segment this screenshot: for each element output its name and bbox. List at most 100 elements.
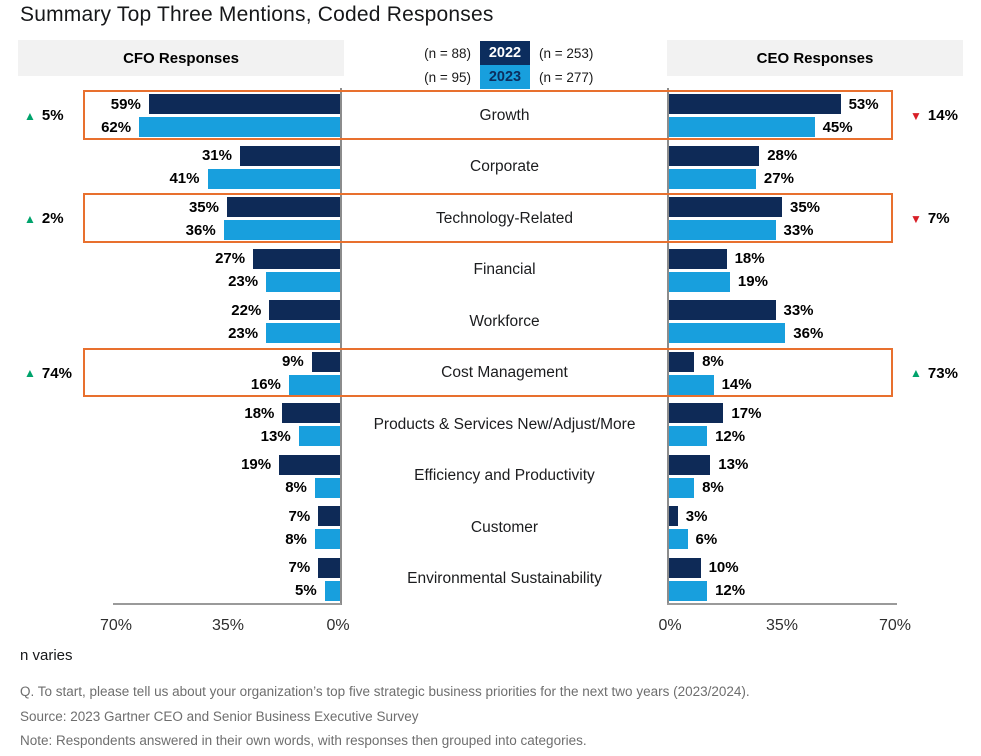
legend-row-2022: (n = 88) 2022 (n = 253) xyxy=(409,41,601,65)
bar-value-label: 28% xyxy=(767,147,798,164)
cfo-bar-2023: 41% xyxy=(169,168,341,189)
bar-2023 xyxy=(668,271,730,292)
cfo-bar-2022: 7% xyxy=(289,506,341,526)
chart-rows: ▲ 5% 59% 62% Growth 53% 45% ▼ 14% 31% 41% Corporate… xyxy=(0,90,981,605)
page-title: Summary Top Three Mentions, Coded Respon… xyxy=(20,3,494,26)
bar-value-label: 8% xyxy=(285,479,307,496)
chart-row: 31% 41% Corporate 28% 27% xyxy=(0,142,981,194)
ceo-bars: 33% 36% xyxy=(668,296,896,348)
cfo-change-indicator: ▲ 5% xyxy=(0,90,83,142)
bar-2022 xyxy=(269,300,341,320)
down-arrow-icon: ▼ xyxy=(910,108,922,123)
ceo-axis-tick-0: 0% xyxy=(658,617,682,634)
bar-value-label: 16% xyxy=(250,376,281,393)
bar-value-label: 17% xyxy=(731,404,762,422)
ceo-bar-2022: 17% xyxy=(668,403,761,423)
bar-value-label: 59% xyxy=(110,95,141,113)
bar-2023 xyxy=(314,477,341,498)
cfo-responses-header: CFO Responses xyxy=(18,40,344,76)
bar-value-label: 9% xyxy=(282,353,304,370)
ceo-bar-2022: 35% xyxy=(668,197,820,217)
bar-value-label: 8% xyxy=(702,479,724,496)
cfo-bar-2023: 23% xyxy=(228,323,341,343)
bar-2023 xyxy=(223,220,341,240)
cfo-bars: 31% 41% xyxy=(83,142,341,194)
category-label: Environmental Sustainability xyxy=(407,570,602,588)
bar-2023 xyxy=(668,168,756,189)
bar-value-label: 33% xyxy=(783,221,814,239)
cfo-change-indicator xyxy=(0,554,83,606)
cfo-axis-tick-35: 35% xyxy=(211,617,245,634)
bar-value-label: 41% xyxy=(169,170,200,187)
cfo-change-indicator: ▲ 74% xyxy=(0,348,83,400)
chart-row: ▲ 5% 59% 62% Growth 53% 45% ▼ 14% xyxy=(0,90,981,142)
cfo-bar-2022: 9% xyxy=(282,351,341,372)
up-arrow-icon: ▲ xyxy=(910,366,922,381)
chart-row: 22% 23% Workforce 33% 36% xyxy=(0,296,981,348)
chart-row: 7% 8% Customer 3% 6% xyxy=(0,502,981,554)
cfo-bar-2022: 22% xyxy=(231,300,341,320)
category-label: Corporate xyxy=(470,158,539,176)
bar-value-label: 62% xyxy=(101,118,132,136)
bar-2022 xyxy=(668,403,724,423)
cfo-bar-2023: 36% xyxy=(186,220,341,240)
bar-2023 xyxy=(324,580,341,601)
bar-value-label: 6% xyxy=(695,530,718,548)
ceo-change-indicator xyxy=(896,554,981,606)
bar-2023 xyxy=(668,580,708,601)
cfo-bar-2023: 8% xyxy=(285,529,341,549)
ceo-bar-2022: 10% xyxy=(668,557,739,578)
cfo-change-indicator xyxy=(0,245,83,297)
cfo-bars: 19% 8% xyxy=(83,451,341,503)
cfo-bar-2022: 7% xyxy=(289,557,341,578)
change-value: 73% xyxy=(927,364,958,382)
bar-value-label: 3% xyxy=(685,507,708,525)
bar-value-label: 18% xyxy=(244,404,275,422)
category-label: Growth xyxy=(479,106,530,124)
cfo-bar-2022: 59% xyxy=(111,94,341,114)
cfo-change-indicator: ▲ 2% xyxy=(0,193,83,245)
bar-value-label: 12% xyxy=(715,582,746,599)
up-arrow-icon: ▲ xyxy=(24,108,36,123)
ceo-bars: 35% 33% xyxy=(668,193,896,245)
bar-value-label: 13% xyxy=(260,427,291,445)
ceo-change-indicator xyxy=(896,502,981,554)
ceo-change-indicator: ▲ 73% xyxy=(896,348,981,400)
bar-2022 xyxy=(148,94,341,114)
ceo-bar-2022: 13% xyxy=(668,454,749,475)
cfo-bars: 18% 13% xyxy=(83,399,341,451)
bar-2023 xyxy=(139,117,341,137)
chart-area: ▲ 5% 59% 62% Growth 53% 45% ▼ 14% 31% 41% Corporate… xyxy=(0,88,981,605)
cfo-bar-2022: 18% xyxy=(244,403,341,423)
bar-2023 xyxy=(314,529,341,549)
up-arrow-icon: ▲ xyxy=(24,366,36,381)
bar-2023 xyxy=(668,529,688,549)
bar-value-label: 19% xyxy=(241,456,272,473)
chart-row: 7% 5% Environmental Sustainability 10% 12% xyxy=(0,554,981,606)
ceo-bars: 17% 12% xyxy=(668,399,896,451)
bar-2022 xyxy=(668,557,701,578)
bar-value-label: 10% xyxy=(708,559,739,576)
cfo-axis-tick-0: 0% xyxy=(326,617,350,634)
bar-2023 xyxy=(288,374,341,395)
cfo-change-indicator xyxy=(0,502,83,554)
cfo-bar-2023: 13% xyxy=(261,426,341,446)
ceo-bar-2023: 12% xyxy=(668,426,745,446)
bar-value-label: 35% xyxy=(188,198,219,216)
bar-value-label: 18% xyxy=(734,250,765,267)
legend-swatch-2023: 2023 xyxy=(480,65,530,89)
bar-2022 xyxy=(279,454,341,475)
bar-value-label: 7% xyxy=(288,507,311,525)
source-footnote: Source: 2023 Gartner CEO and Senior Busi… xyxy=(20,709,419,724)
ceo-change-indicator xyxy=(896,399,981,451)
bar-value-label: 13% xyxy=(718,456,749,473)
category-label: Financial xyxy=(473,261,536,279)
cfo-bar-2022: 27% xyxy=(215,248,341,269)
cfo-change-indicator xyxy=(0,142,83,194)
chart-row: ▲ 2% 35% 36% Technology-Related 35% 33% ▼ 7% xyxy=(0,193,981,245)
n-varies-label: n varies xyxy=(20,647,73,664)
cfo-zero-axis-line xyxy=(340,88,342,605)
cfo-bars: 22% 23% xyxy=(83,296,341,348)
bar-2023 xyxy=(668,220,776,240)
